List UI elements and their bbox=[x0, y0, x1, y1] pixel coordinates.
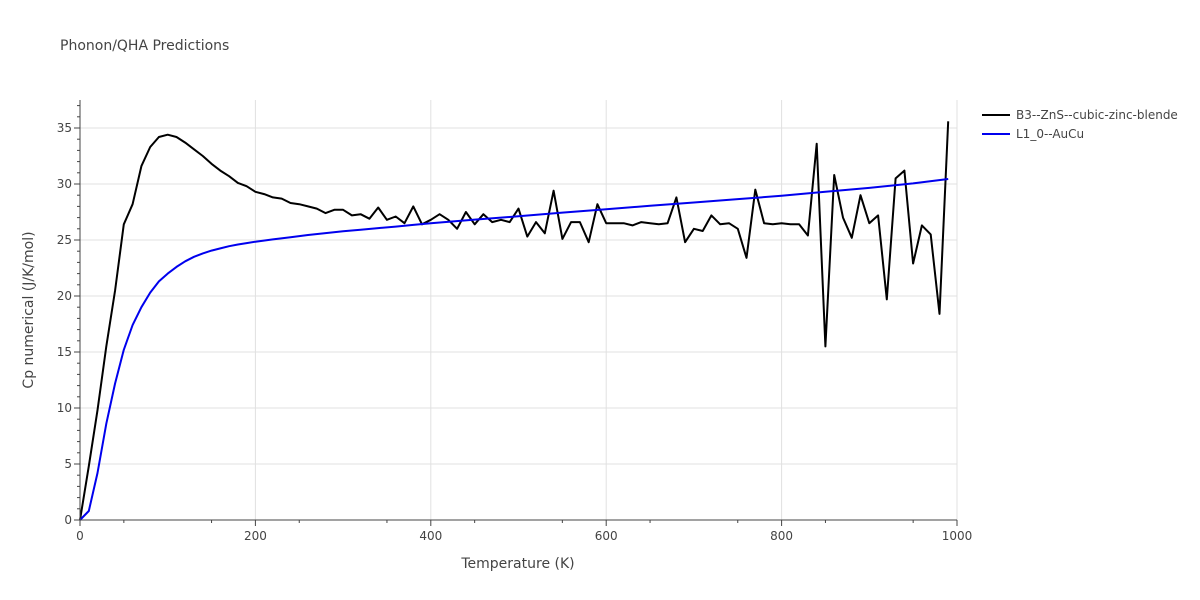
y-tick-label: 5 bbox=[64, 457, 72, 471]
x-tick-label: 400 bbox=[419, 529, 442, 543]
legend: B3--ZnS--cubic-zinc-blende L1_0--AuCu bbox=[982, 108, 1178, 141]
legend-label-1: L1_0--AuCu bbox=[1016, 127, 1084, 141]
x-tick-label: 800 bbox=[770, 529, 793, 543]
tick-labels: 0 200 400 600 800 1000 0 5 10 15 20 25 30 35 bbox=[57, 105, 973, 543]
x-tick-label: 0 bbox=[76, 529, 84, 543]
x-tick-label: 600 bbox=[595, 529, 618, 543]
chart-title: Phonon/QHA Predictions bbox=[60, 38, 229, 54]
y-tick-label: 25 bbox=[57, 233, 72, 247]
legend-label-0: B3--ZnS--cubic-zinc-blende bbox=[1016, 108, 1178, 122]
grid bbox=[80, 100, 958, 520]
x-tick-label: 200 bbox=[244, 529, 267, 543]
y-tick-label: 15 bbox=[57, 345, 72, 359]
y-tick-label: 20 bbox=[57, 289, 72, 303]
x-tick-label: 1000 bbox=[942, 529, 973, 543]
series-layer bbox=[79, 121, 950, 521]
y-tick-label: 0 bbox=[64, 513, 72, 527]
x-axis-title: Temperature (K) bbox=[460, 556, 574, 572]
y-tick-label: 30 bbox=[57, 177, 72, 191]
axes bbox=[79, 100, 957, 521]
series-line-1 bbox=[79, 178, 949, 521]
y-axis-title: Cp numerical (J/K/mol) bbox=[21, 231, 37, 388]
y-tick-label: 35 bbox=[57, 121, 72, 135]
y-tick-label: 10 bbox=[57, 401, 72, 415]
series-line-0 bbox=[79, 121, 950, 521]
